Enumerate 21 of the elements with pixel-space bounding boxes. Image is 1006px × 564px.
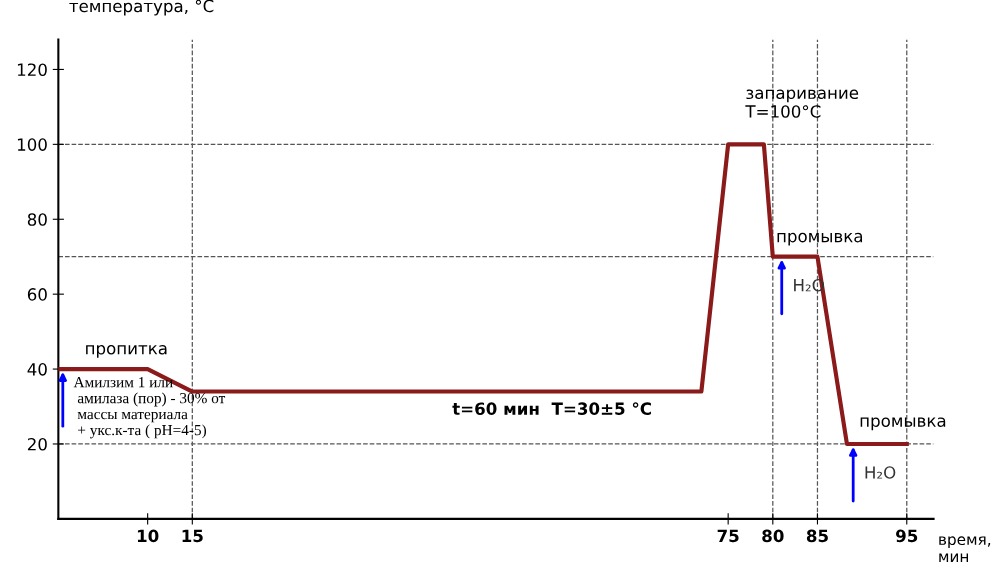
y-axis-title: температура, °C	[69, 0, 214, 16]
x-tick-label: 10	[137, 529, 159, 543]
annotation: промывка	[860, 417, 946, 431]
annotation: запаривание T=100°C	[745, 89, 859, 118]
annotation: H₂O	[865, 466, 896, 479]
annotation: Амилзим 1 или амилаза (пор) - 30% от массы материала + укс.к-та ( pH=4-5)	[73, 377, 226, 439]
annotation: промывка	[777, 232, 863, 246]
x-tick-label: 75	[717, 529, 739, 543]
annotation: пропитка	[86, 345, 167, 358]
annotation: t=60 мин T=30±5 °C	[452, 402, 651, 415]
y-tick-label: 20	[27, 437, 47, 451]
y-tick-label: 100	[17, 138, 47, 151]
y-tick-label: 40	[27, 363, 47, 376]
x-tick-label: 85	[806, 529, 828, 543]
y-tick-label: 80	[27, 213, 47, 226]
y-tick-label: 120	[17, 63, 47, 77]
y-tick-label: 60	[27, 288, 47, 301]
x-axis-title: время, мин	[939, 536, 991, 562]
x-tick-label: 15	[182, 529, 203, 543]
x-tick-label: 95	[896, 529, 918, 543]
x-tick-label: 80	[762, 529, 784, 543]
